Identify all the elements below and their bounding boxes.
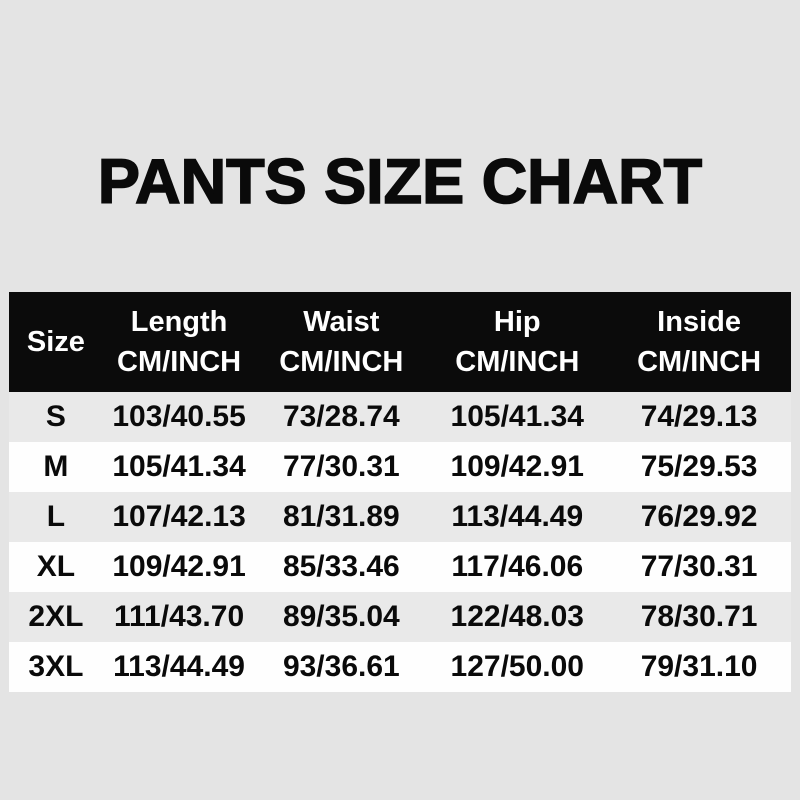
cell-hip: 105/41.34	[450, 400, 584, 433]
column-unit: CM/INCH	[117, 346, 242, 378]
column-header-hip: Hip CM/INCH	[427, 302, 607, 382]
table-row-xl: XL 109/42.91 85/33.46 117/46.06 77/30.31	[9, 542, 791, 592]
size-chart-table: Size Length CM/INCH Waist CM/INCH Hip CM…	[9, 292, 791, 692]
column-label: Hip	[493, 306, 541, 338]
column-header-waist: Waist CM/INCH	[255, 302, 427, 382]
cell-inside: 75/29.53	[640, 450, 758, 483]
cell-length: 113/44.49	[113, 650, 245, 683]
table-row-3xl: 3XL 113/44.49 93/36.61 127/50.00 79/31.1…	[9, 642, 791, 692]
cell-inside: 78/30.71	[640, 600, 758, 633]
column-header-size: Size	[9, 322, 103, 362]
column-unit: CM/INCH	[455, 346, 580, 378]
column-unit: CM/INCH	[637, 346, 762, 378]
cell-length: 109/42.91	[112, 550, 246, 583]
table-body: S 103/40.55 73/28.74 105/41.34 74/29.13 …	[9, 392, 791, 692]
cell-hip: 113/44.49	[451, 500, 584, 533]
table-row-l: L 107/42.13 81/31.89 113/44.49 76/29.92	[9, 492, 791, 542]
cell-waist: 73/28.74	[282, 400, 400, 433]
cell-waist: 77/30.31	[282, 450, 400, 483]
cell-waist: 89/35.04	[282, 600, 400, 633]
column-label: Size	[26, 326, 85, 358]
column-label: Length	[130, 306, 228, 338]
cell-length: 111/43.70	[113, 600, 245, 633]
cell-waist: 93/36.61	[282, 650, 400, 683]
cell-size: L	[46, 500, 66, 533]
cell-waist: 81/31.89	[282, 500, 400, 533]
column-header-length: Length CM/INCH	[103, 302, 255, 382]
cell-length: 105/41.34	[112, 450, 246, 483]
cell-inside: 74/29.13	[640, 400, 758, 433]
page-title: PANTS SIZE CHART	[97, 147, 703, 217]
cell-hip: 109/42.91	[450, 450, 584, 483]
cell-inside: 79/31.10	[640, 650, 758, 683]
column-unit: CM/INCH	[279, 346, 404, 378]
cell-length: 103/40.55	[112, 400, 246, 433]
cell-size: M	[43, 450, 69, 483]
cell-hip: 127/50.00	[450, 650, 584, 683]
column-label: Waist	[303, 306, 380, 338]
cell-size: XL	[36, 550, 76, 583]
cell-waist: 85/33.46	[282, 550, 400, 583]
table-row-m: M 105/41.34 77/30.31 109/42.91 75/29.53	[9, 442, 791, 492]
table-header-row: Size Length CM/INCH Waist CM/INCH Hip CM…	[9, 292, 791, 392]
table-row-s: S 103/40.55 73/28.74 105/41.34 74/29.13	[9, 392, 791, 442]
cell-size: S	[45, 400, 66, 433]
cell-length: 107/42.13	[112, 500, 246, 533]
page: PANTS SIZE CHART Size Length CM/INCH Wai…	[9, 147, 791, 692]
column-header-inside: Inside CM/INCH	[607, 302, 791, 382]
table-row-2xl: 2XL 111/43.70 89/35.04 122/48.03 78/30.7…	[9, 592, 791, 642]
cell-hip: 122/48.03	[450, 600, 584, 633]
cell-inside: 76/29.92	[640, 500, 758, 533]
cell-hip: 117/46.06	[451, 550, 584, 583]
cell-inside: 77/30.31	[640, 550, 758, 583]
cell-size: 2XL	[28, 600, 84, 633]
cell-size: 3XL	[28, 650, 84, 683]
column-label: Inside	[657, 306, 741, 338]
